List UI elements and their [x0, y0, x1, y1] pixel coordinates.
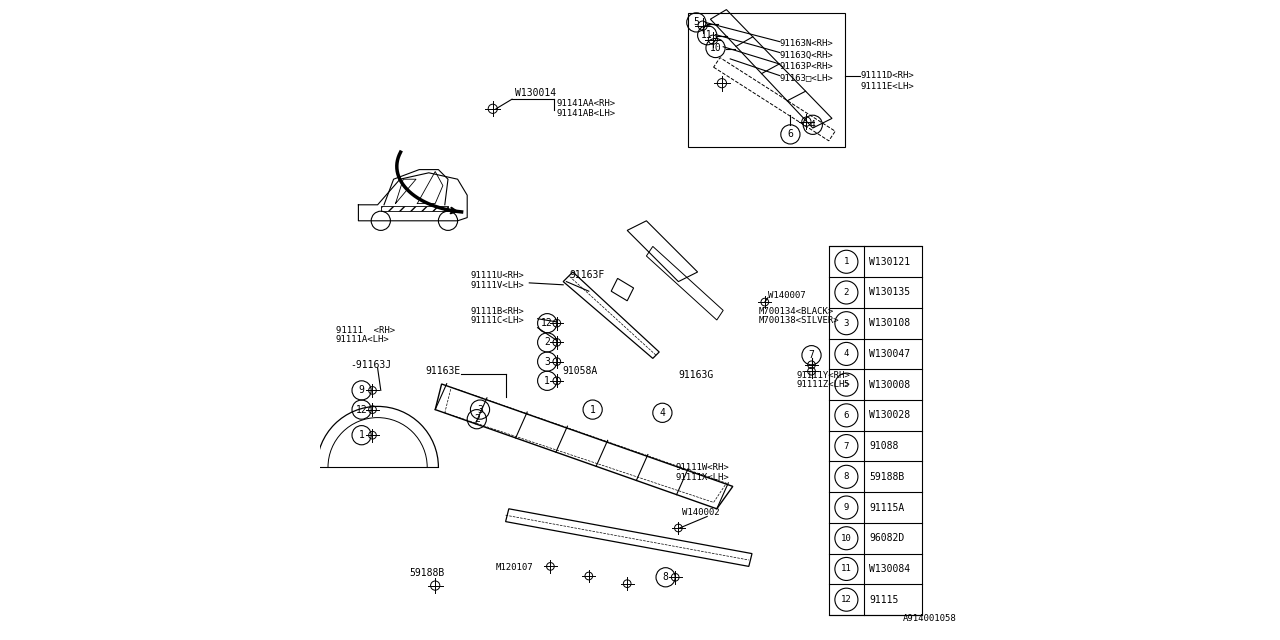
Text: 91111U<RH>: 91111U<RH>: [471, 271, 524, 280]
Text: W130047: W130047: [869, 349, 910, 359]
Text: 11: 11: [701, 30, 713, 40]
Text: 91111E<LH>: 91111E<LH>: [860, 82, 914, 91]
Text: 1: 1: [590, 404, 595, 415]
Text: 91163Q<RH>: 91163Q<RH>: [780, 51, 833, 60]
Text: 7: 7: [844, 442, 849, 451]
Text: 91111B<RH>: 91111B<RH>: [471, 307, 524, 316]
Text: 1: 1: [544, 376, 550, 386]
Text: W130084: W130084: [869, 564, 910, 574]
Text: 2: 2: [544, 337, 550, 348]
Bar: [689, 13, 845, 147]
Text: 12: 12: [541, 318, 553, 328]
Text: 91163□<LH>: 91163□<LH>: [780, 74, 833, 83]
Text: 4: 4: [810, 120, 815, 130]
Text: 91111A<LH>: 91111A<LH>: [335, 335, 389, 344]
Text: 96082D: 96082D: [869, 533, 905, 543]
Text: 91111  <RH>: 91111 <RH>: [335, 326, 396, 335]
Text: W130008: W130008: [869, 380, 910, 390]
Text: 5: 5: [844, 380, 849, 389]
Text: 91111C<LH>: 91111C<LH>: [471, 316, 524, 325]
Text: 91163E: 91163E: [425, 366, 461, 376]
Text: W130121: W130121: [869, 257, 910, 267]
Text: 8: 8: [844, 472, 849, 481]
Text: -91163J: -91163J: [351, 360, 392, 370]
Text: 91163G: 91163G: [678, 370, 714, 380]
Text: 91111Y<RH>: 91111Y<RH>: [796, 371, 850, 380]
Text: W130014: W130014: [516, 88, 557, 98]
Text: 8: 8: [663, 572, 668, 582]
Text: 3: 3: [544, 356, 550, 367]
Text: 2: 2: [474, 414, 480, 424]
Text: 10: 10: [709, 43, 722, 53]
Text: M700134<BLACK>: M700134<BLACK>: [759, 307, 833, 316]
Text: 1: 1: [358, 430, 365, 440]
Text: W140007: W140007: [768, 291, 805, 300]
Text: 91111Z<LH>: 91111Z<LH>: [796, 380, 850, 389]
Text: 1: 1: [844, 257, 849, 266]
Text: 2: 2: [844, 288, 849, 297]
Text: W130028: W130028: [869, 410, 910, 420]
Text: 91111D<RH>: 91111D<RH>: [860, 71, 914, 80]
Text: W130108: W130108: [869, 318, 910, 328]
Text: 91058A: 91058A: [562, 366, 598, 376]
Text: A914001058: A914001058: [902, 614, 956, 623]
Text: 91141AB<LH>: 91141AB<LH>: [557, 109, 616, 118]
Text: 11: 11: [841, 564, 851, 573]
Text: 7: 7: [809, 350, 814, 360]
Text: 3: 3: [477, 404, 483, 415]
Text: 91111X<LH>: 91111X<LH>: [676, 473, 728, 482]
Text: 59188B: 59188B: [410, 568, 445, 578]
Text: 91163N<RH>: 91163N<RH>: [780, 39, 833, 48]
Text: 59188B: 59188B: [869, 472, 905, 482]
Text: 3: 3: [844, 319, 849, 328]
Text: M700138<SILVER>: M700138<SILVER>: [759, 316, 838, 325]
Text: 91111V<LH>: 91111V<LH>: [471, 281, 524, 290]
Text: 6: 6: [844, 411, 849, 420]
Text: 91115: 91115: [869, 595, 899, 605]
Text: W130135: W130135: [869, 287, 910, 298]
Text: 91088: 91088: [869, 441, 899, 451]
Text: 91163F: 91163F: [570, 271, 605, 280]
Text: 91141AA<RH>: 91141AA<RH>: [557, 99, 616, 108]
Text: 12: 12: [356, 404, 367, 415]
Text: 91111W<RH>: 91111W<RH>: [676, 463, 728, 472]
Text: 10: 10: [841, 534, 851, 543]
Text: 91163P<RH>: 91163P<RH>: [780, 62, 833, 71]
Text: W140002: W140002: [681, 508, 719, 517]
Text: 91115A: 91115A: [869, 502, 905, 513]
Text: M120107: M120107: [497, 563, 534, 572]
Text: 5: 5: [694, 17, 699, 28]
Text: 4: 4: [844, 349, 849, 358]
Text: 4: 4: [659, 408, 666, 418]
Text: 9: 9: [358, 385, 365, 396]
Text: 12: 12: [841, 595, 851, 604]
Text: 9: 9: [844, 503, 849, 512]
Text: 6: 6: [787, 129, 794, 140]
